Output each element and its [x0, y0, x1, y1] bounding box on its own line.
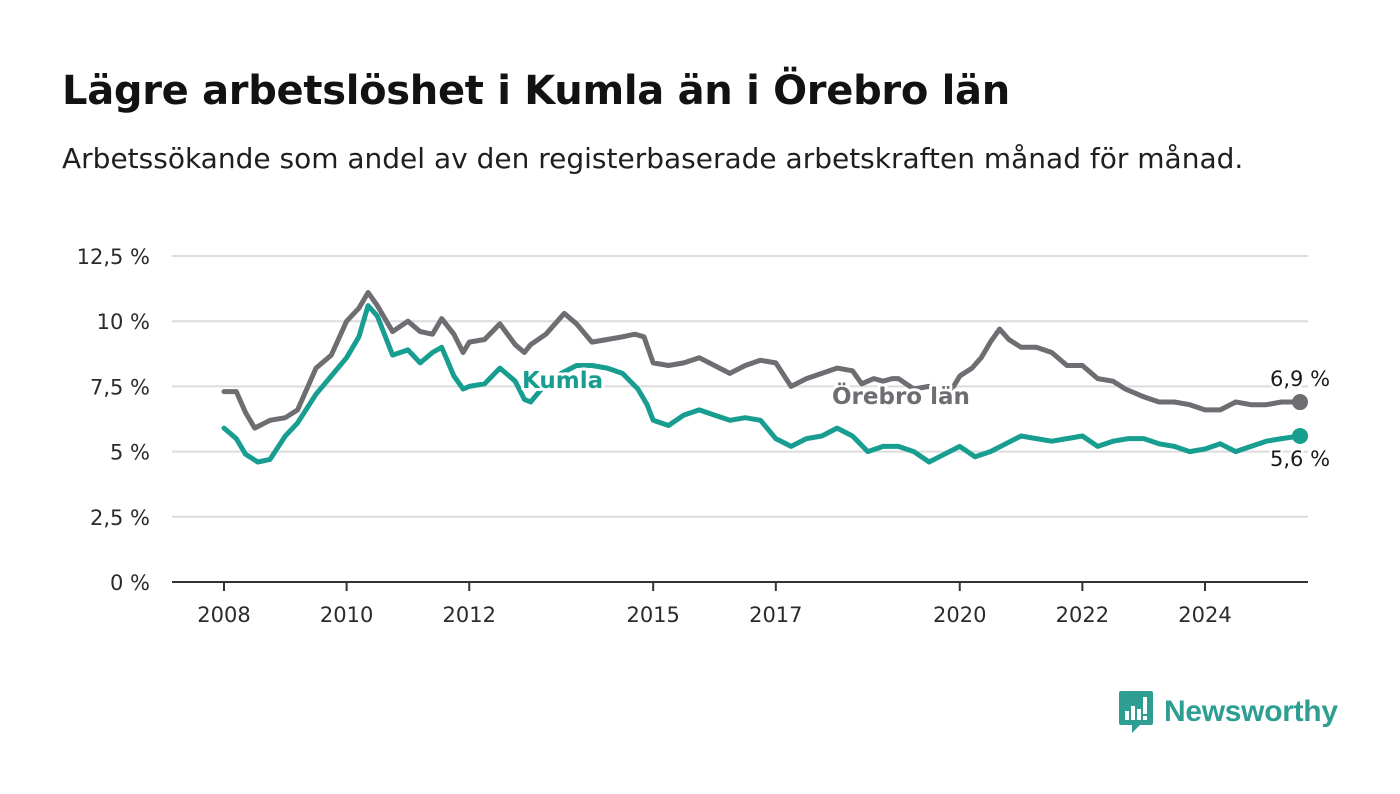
newsworthy-logo-icon: [1119, 691, 1153, 733]
x-tick-label: 2010: [320, 603, 373, 627]
series-end-dot: [1292, 427, 1309, 444]
series-name-label: Kumla: [522, 368, 603, 394]
chart-title: Lägre arbetslöshet i Kumla än i Örebro l…: [62, 68, 1010, 114]
series-lines: [221, 290, 1309, 465]
chart-subtitle: Arbetssökande som andel av den registerb…: [62, 142, 1244, 175]
series-end-label: 5,6 %: [1270, 447, 1330, 471]
x-tick-label: 2022: [1056, 603, 1109, 627]
x-tick-label: 2015: [626, 603, 679, 627]
series-end-label: 6,9 %: [1270, 367, 1330, 391]
y-tick-label: 2,5 %: [90, 506, 150, 530]
x-tick-label: 2012: [443, 603, 496, 627]
series-name-label: Örebro län: [832, 382, 970, 410]
series-labels: Örebro län Kumla 6,9 % 5,6 %: [519, 365, 1333, 474]
y-tick-label: 7,5 %: [90, 375, 150, 399]
x-tick-label: 2017: [749, 603, 802, 627]
x-tick-label: 2020: [933, 603, 986, 627]
series-line: [221, 303, 1303, 465]
y-tick-label: 0 %: [110, 571, 150, 595]
newsworthy-logo[interactable]: Newsworthy: [1118, 690, 1338, 734]
y-tick-label: 10 %: [97, 310, 150, 334]
y-axis-ticks: 0 % 2,5 % 5 % 7,5 % 10 % 12,5 %: [77, 245, 150, 595]
x-axis-ticks: 2008 2010 2012 2015 2017 2020 2022 2024: [197, 582, 1232, 627]
y-tick-label: 12,5 %: [77, 245, 150, 269]
x-tick-label: 2024: [1178, 603, 1231, 627]
brand-name: Newsworthy: [1164, 695, 1338, 728]
y-tick-label: 5 %: [110, 441, 150, 465]
x-tick-label: 2008: [197, 603, 250, 627]
series-line: [221, 290, 1303, 431]
series-end-dot: [1292, 394, 1309, 411]
